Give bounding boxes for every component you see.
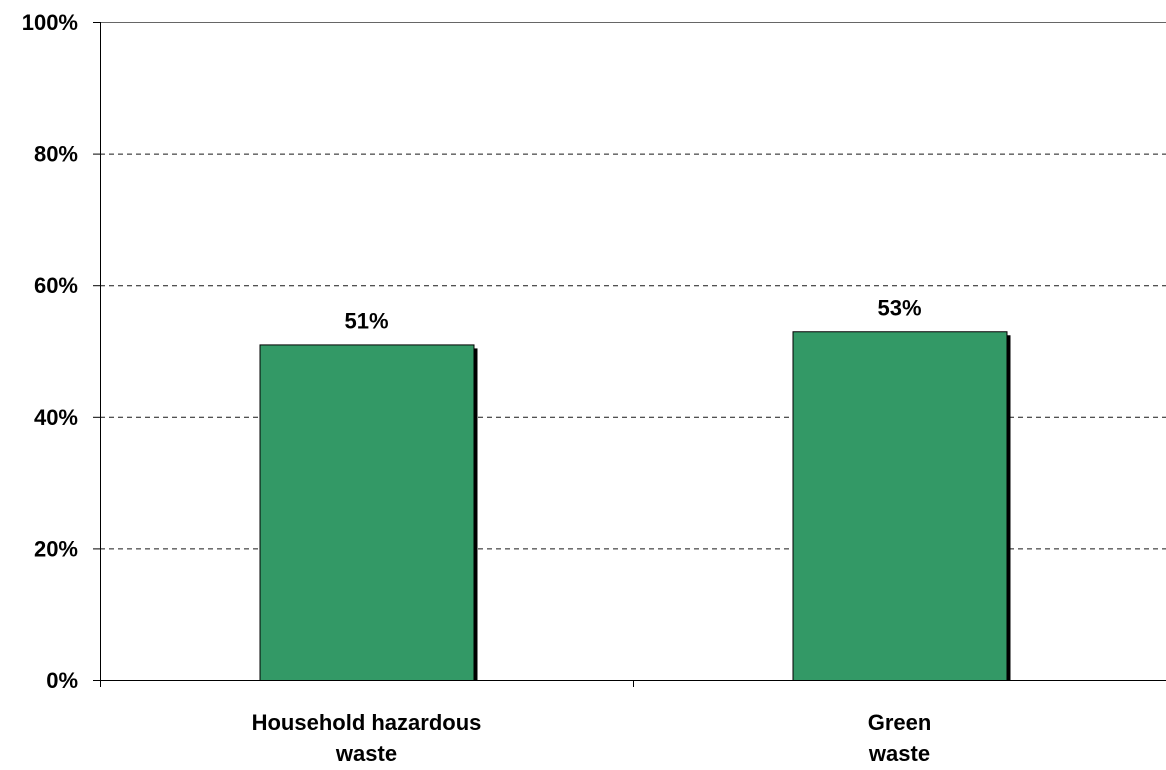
category-labels: Household hazardous waste Green waste (252, 710, 932, 766)
gridlines (100, 22, 1166, 550)
y-tick-label-60: 60% (34, 273, 78, 298)
y-tick-label-80: 80% (34, 142, 78, 167)
category-label-line-0-0: Household hazardous (252, 710, 482, 735)
data-label-1: 53% (877, 295, 921, 320)
data-labels: 51% 53% (344, 295, 921, 333)
bar-0 (259, 344, 475, 681)
axes (93, 22, 1166, 687)
bar-1 (792, 331, 1008, 681)
category-label-line-0-1: waste (335, 741, 397, 766)
category-label-line-1-0: Green (868, 710, 932, 735)
category-label-1: Green waste (868, 710, 932, 766)
y-tick-labels: 0% 20% 40% 60% 80% 100% (22, 10, 78, 693)
category-label-line-1-1: waste (868, 741, 930, 766)
category-label-0: Household hazardous waste (252, 710, 482, 766)
y-tick-label-0: 0% (46, 668, 78, 693)
y-tick-label-40: 40% (34, 405, 78, 430)
y-tick-label-100: 100% (22, 10, 78, 35)
y-tick-label-20: 20% (34, 536, 78, 561)
bars (259, 331, 1011, 681)
data-label-0: 51% (344, 308, 388, 333)
